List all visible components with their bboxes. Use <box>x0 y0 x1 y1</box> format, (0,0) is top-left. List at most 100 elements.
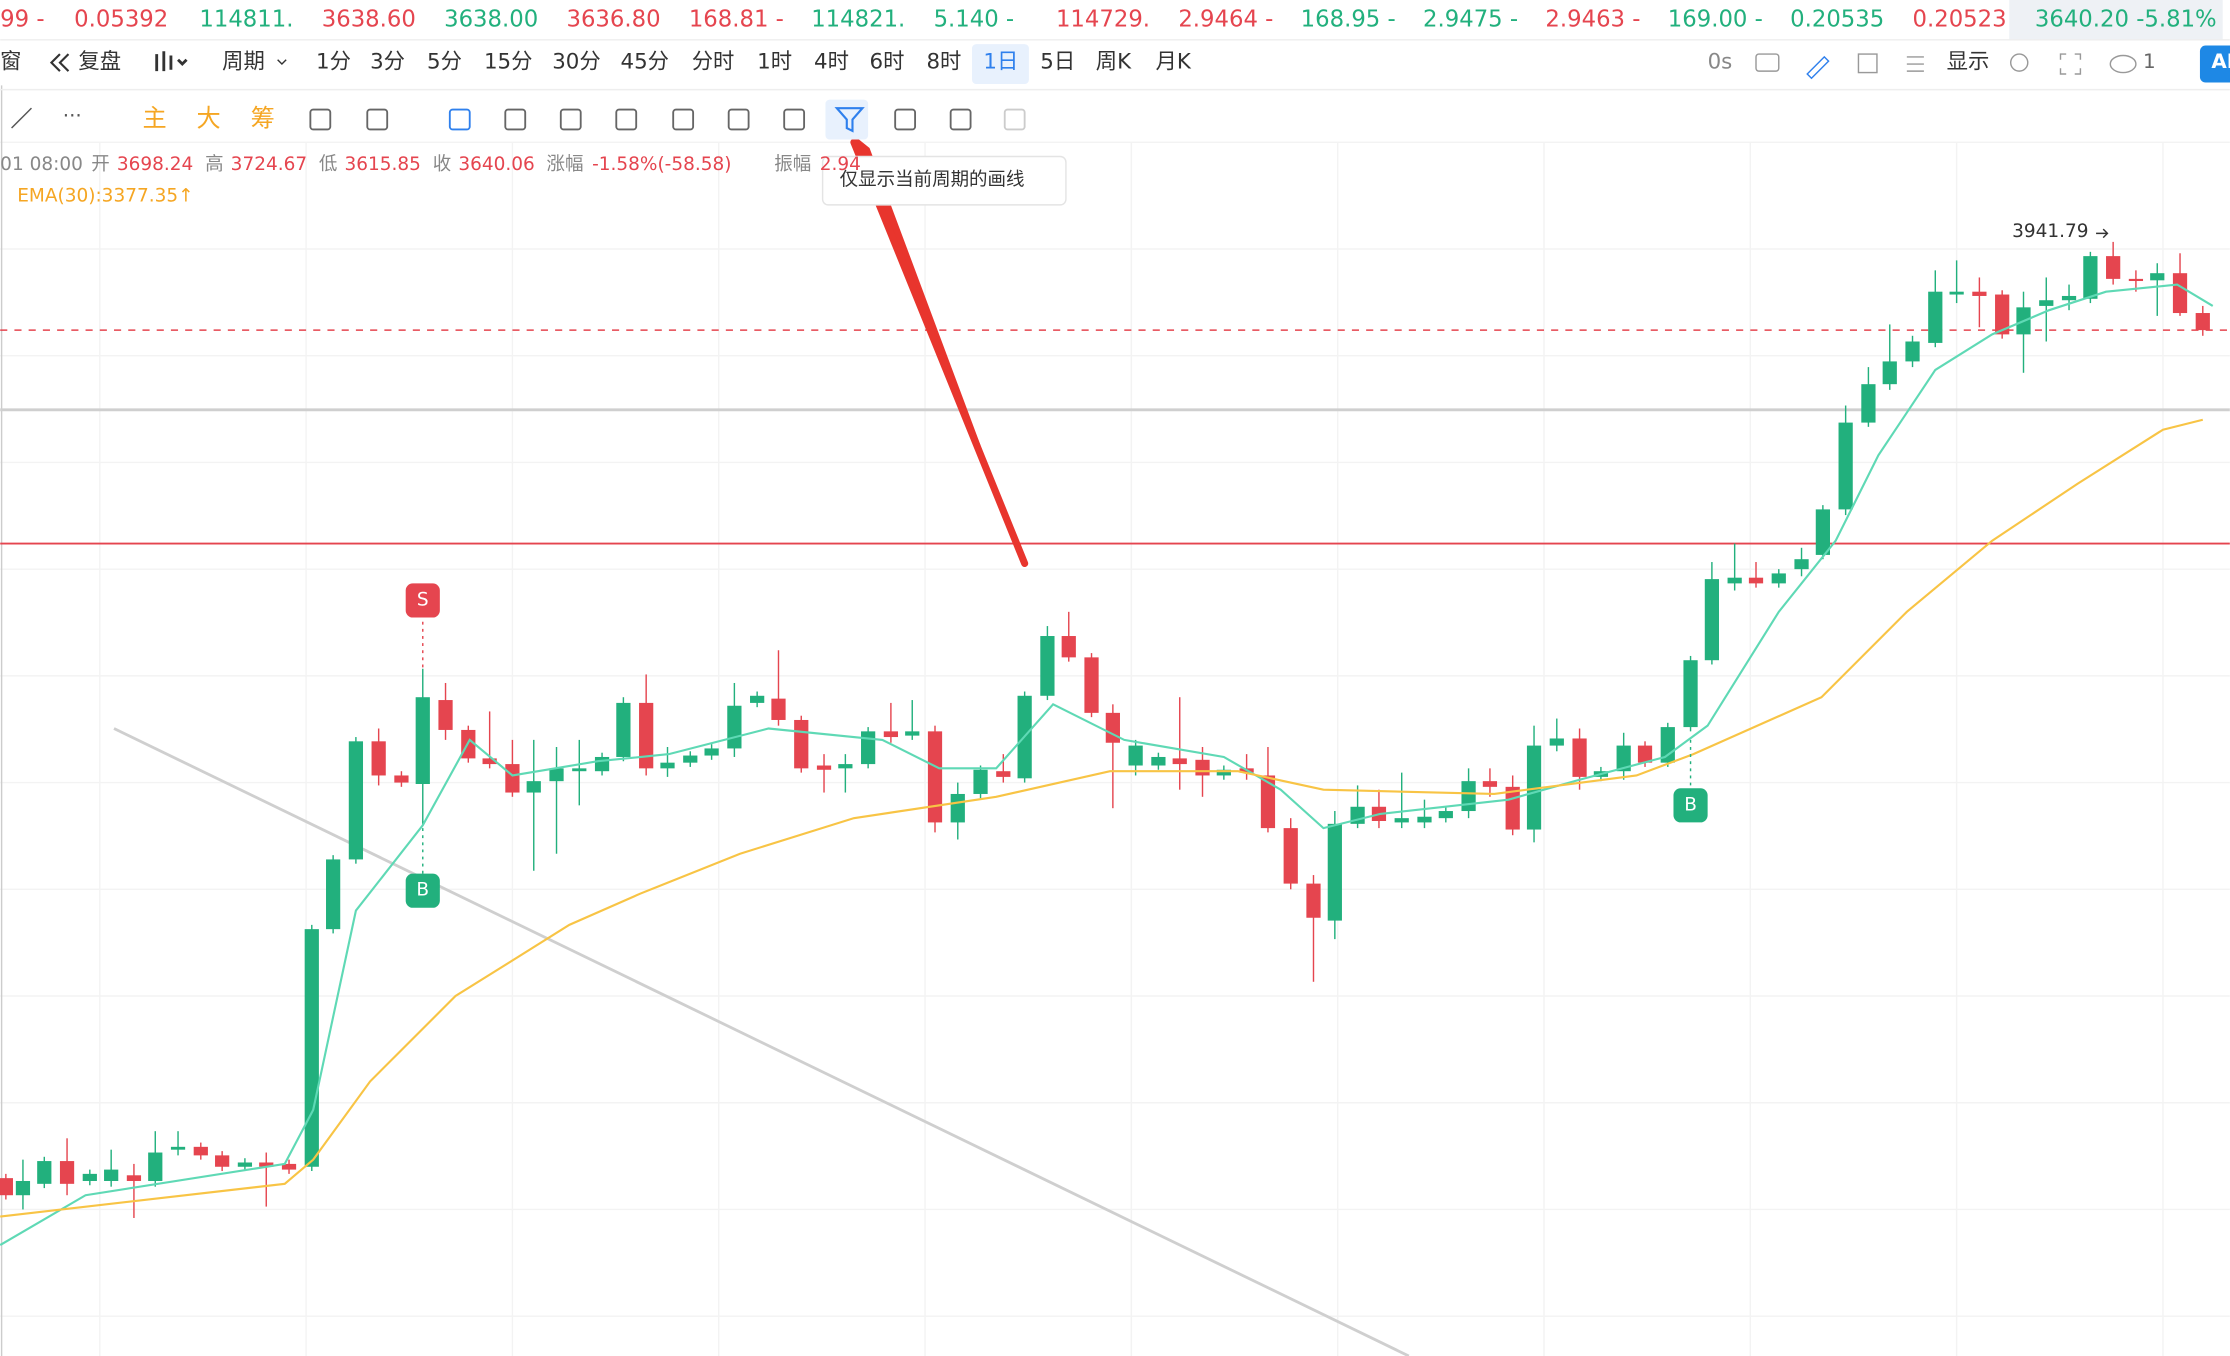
candle-body <box>1438 811 1453 819</box>
candle-body <box>1637 745 1653 763</box>
ticker-value[interactable]: 114811. <box>199 6 293 32</box>
info-value: 3640.06 <box>458 154 534 175</box>
candle-body <box>1861 384 1876 423</box>
candle-body <box>237 1162 253 1167</box>
indicator-tool[interactable]: 主 <box>142 105 166 133</box>
candle-body <box>37 1161 52 1184</box>
candle-type-icon[interactable] <box>155 51 188 72</box>
candle-body <box>1526 745 1542 830</box>
interval-button[interactable]: 5分 <box>427 50 462 75</box>
fullscreen-icon[interactable] <box>2059 53 2082 75</box>
replay-label[interactable]: 复盘 <box>78 50 121 75</box>
drawing-tool[interactable] <box>309 108 332 131</box>
indicator-tool[interactable]: 筹 <box>251 105 275 133</box>
drawing-tool[interactable] <box>504 108 527 131</box>
interval-button[interactable]: 月K <box>1156 50 1192 75</box>
interval-button[interactable]: 15分 <box>484 50 532 75</box>
interval-button[interactable]: 1分 <box>316 50 351 75</box>
interval-button[interactable]: 3分 <box>370 50 405 75</box>
candle-body <box>2172 273 2188 314</box>
interval-button[interactable]: 6时 <box>870 50 905 75</box>
replay-icon[interactable] <box>49 53 70 72</box>
more-tool[interactable]: ··· <box>63 104 82 127</box>
ema-label: EMA(30):3377.35↑ <box>17 185 193 206</box>
interval-button[interactable]: 周K <box>1096 50 1132 75</box>
candle-body <box>660 762 675 769</box>
drawing-tool[interactable] <box>559 108 582 131</box>
crop-icon[interactable] <box>1857 53 1878 74</box>
indicator-tool[interactable]: 大 <box>197 105 221 133</box>
ticker-value[interactable]: 0.05392 <box>74 6 168 32</box>
ticker-value[interactable]: 2.9463 - <box>1545 6 1640 32</box>
ticker-value[interactable]: 99 - <box>0 6 44 32</box>
settings-icon[interactable] <box>2009 53 2029 72</box>
candle-body <box>1949 291 1964 295</box>
ticker-value[interactable]: 168.81 - <box>689 6 784 32</box>
info-label: 高 <box>205 154 223 175</box>
ticker-value[interactable]: 114729. <box>1056 6 1150 32</box>
ticker-value[interactable]: 169.00 - <box>1668 6 1763 32</box>
display-label[interactable]: 显示 <box>1947 50 1990 75</box>
interval-button[interactable]: 4时 <box>814 50 849 75</box>
interval-button[interactable]: 分时 <box>692 50 735 75</box>
ticker-value[interactable]: 3638.60 <box>322 6 416 32</box>
candle-body <box>549 768 564 782</box>
interval-button[interactable]: 45分 <box>621 50 669 75</box>
ticker-value[interactable]: 0.20523 <box>1913 6 2007 32</box>
candle-body <box>727 705 742 749</box>
candle-body <box>1683 660 1698 728</box>
interval-button[interactable]: 8时 <box>926 50 961 75</box>
candle-body <box>950 793 965 823</box>
cloud-icon[interactable] <box>2109 54 2137 74</box>
ticker-value[interactable]: 2.9464 - <box>1178 6 1273 32</box>
candle-body <box>883 731 899 738</box>
buy-marker-bg <box>405 873 440 908</box>
ticker-value[interactable]: 3636.80 <box>566 6 660 32</box>
camera-icon[interactable] <box>1755 53 1780 72</box>
window-label[interactable]: 窗 <box>0 50 21 75</box>
candle-body <box>1172 758 1187 765</box>
candle-body <box>750 695 765 703</box>
interval-button[interactable]: 30分 <box>552 50 600 75</box>
ticker-value[interactable]: 114821. <box>811 6 905 32</box>
candle-body <box>973 769 988 794</box>
ticker-value[interactable]: 0.20535 <box>1790 6 1884 32</box>
candle-body <box>1838 422 1853 510</box>
candle-body <box>1306 883 1321 918</box>
interval-button[interactable]: 1日 <box>983 50 1018 75</box>
candle-body <box>594 756 610 772</box>
buy-marker: B <box>416 880 429 901</box>
candle-body <box>616 702 631 757</box>
drawing-tool[interactable] <box>783 108 806 131</box>
filter-tool[interactable] <box>834 107 865 133</box>
drawing-tool[interactable] <box>1003 108 1026 131</box>
ticker-value[interactable]: 168.95 - <box>1301 6 1396 32</box>
drawing-tool[interactable] <box>949 108 972 131</box>
drawing-tool[interactable] <box>672 108 695 131</box>
ticker-value[interactable]: 3640.20 -5.81% <box>2035 6 2217 32</box>
candle-body <box>771 698 786 720</box>
timer[interactable]: 0s <box>1708 50 1733 75</box>
line-tool[interactable] <box>11 107 32 129</box>
pen-icon[interactable] <box>1806 55 1830 80</box>
ema-fast-line <box>0 283 2214 1246</box>
candle-body <box>838 764 853 769</box>
buy-marker: B <box>1684 794 1697 815</box>
ticker-value[interactable]: 3638.00 <box>444 6 538 32</box>
interval-button[interactable]: 1时 <box>757 50 792 75</box>
drawing-tool[interactable] <box>727 108 750 131</box>
ai-button-bg[interactable] <box>2199 45 2230 83</box>
ai-button[interactable]: AI <box>2211 50 2230 73</box>
drawing-tool[interactable] <box>894 108 917 131</box>
candle-body <box>371 741 386 776</box>
drawing-tool[interactable] <box>615 108 638 131</box>
drawing-tool[interactable] <box>366 108 389 131</box>
ticker-value[interactable]: 5.140 - <box>934 6 1015 32</box>
ticker-value[interactable]: 2.9475 - <box>1423 6 1518 32</box>
info-value: -1.58%(-58.58) <box>592 154 731 175</box>
interval-button[interactable]: 5日 <box>1040 50 1075 75</box>
drawing-tool[interactable] <box>448 108 471 131</box>
list-icon[interactable] <box>1906 56 1924 72</box>
period-label[interactable]: 周期 <box>222 50 265 75</box>
